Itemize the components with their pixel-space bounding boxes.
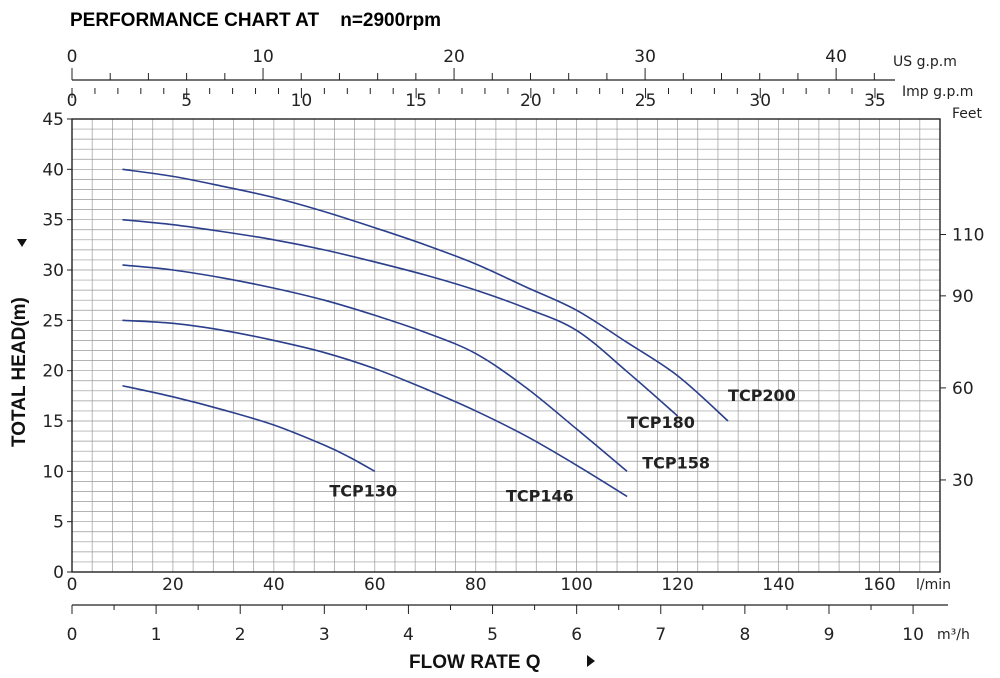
m3h-tick-label: 7 [655,625,666,645]
curve-tcp130 [122,384,376,473]
m3h-tick-label: 0 [67,625,78,645]
y-tick-label: 45 [42,110,64,130]
curve-label-tcp130: TCP130 [329,482,397,501]
y-tick-label: 10 [42,462,64,482]
lmin-unit: l/min [916,577,951,593]
curve-tcp146 [122,319,628,498]
y-tick-label: 40 [42,160,64,180]
x-arrow-icon [587,655,595,667]
m3h-tick-label: 6 [571,625,582,645]
m3h-tick-label: 3 [319,625,330,645]
curve-tcp180 [122,218,679,417]
feet-tick-label: 90 [952,287,974,307]
x-tick-label: 140 [762,575,794,595]
us-gpm-tick-label: 10 [252,47,274,67]
y-tick-label: 15 [42,412,64,432]
us-gpm-unit: US g.p.m [893,54,957,70]
feet-unit: Feet [952,106,983,122]
m3h-tick-label: 1 [151,625,162,645]
y-tick-label: 20 [42,362,64,382]
feet-tick-label: 30 [952,471,974,491]
imp-gpm-tick-label: 30 [749,91,771,111]
x-tick-label: 60 [364,575,386,595]
us-gpm-tick-label: 40 [825,47,847,67]
feet-tick-label: 60 [952,379,974,399]
y-tick-label: 35 [42,211,64,231]
imp-gpm-tick-label: 15 [405,91,427,111]
x-tick-label: 120 [661,575,693,595]
curve-label-tcp180: TCP180 [627,413,695,432]
imp-gpm-tick-label: 25 [635,91,657,111]
x-axis-title: FLOW RATE Q [409,652,541,673]
curve-label-tcp158: TCP158 [642,453,710,472]
curve-label-tcp200: TCP200 [728,386,796,405]
x-tick-label: 160 [863,575,895,595]
m3h-tick-label: 10 [902,625,924,645]
m3h-tick-label: 9 [824,625,835,645]
y-tick-label: 25 [42,311,64,331]
m3h-tick-label: 5 [487,625,498,645]
imp-gpm-tick-label: 35 [864,91,886,111]
y-axis-title: TOTAL HEAD(m) [9,297,30,447]
x-tick-label: 40 [263,575,285,595]
grid [71,118,941,573]
curve-label-tcp146: TCP146 [506,487,574,506]
curve-tcp200 [122,168,729,422]
imp-gpm-tick-label: 20 [520,91,542,111]
x-tick-label: 80 [465,575,487,595]
m3h-tick-label: 4 [403,625,414,645]
y-tick-label: 0 [53,563,64,583]
x-tick-label: 100 [560,575,592,595]
plot-frame [71,118,941,573]
performance-curves [122,168,729,498]
us-gpm-tick-label: 0 [67,47,78,67]
imp-gpm-tick-label: 0 [67,91,78,111]
chart-title: PERFORMANCE CHART AT n=2900rpm [70,10,441,31]
imp-gpm-unit: Imp g.p.m [902,84,973,100]
curve-labels: TCP130 TCP146 TCP158 TCP180 TCP200 [329,386,795,506]
imp-gpm-tick-label: 5 [181,91,192,111]
y-arrow-icon [17,239,27,247]
curve-tcp158 [122,264,628,472]
y-tick-label: 30 [42,261,64,281]
us-gpm-tick-label: 20 [443,47,465,67]
x-tick-label: 20 [162,575,184,595]
imp-gpm-tick-label: 10 [291,91,313,111]
m3h-tick-label: 8 [739,625,750,645]
y-tick-label: 5 [53,513,64,533]
m3h-unit: m³/h [937,627,970,643]
x-tick-label: 0 [67,575,78,595]
m3h-tick-label: 2 [235,625,246,645]
us-gpm-tick-label: 30 [634,47,656,67]
feet-tick-label: 110 [952,225,984,245]
